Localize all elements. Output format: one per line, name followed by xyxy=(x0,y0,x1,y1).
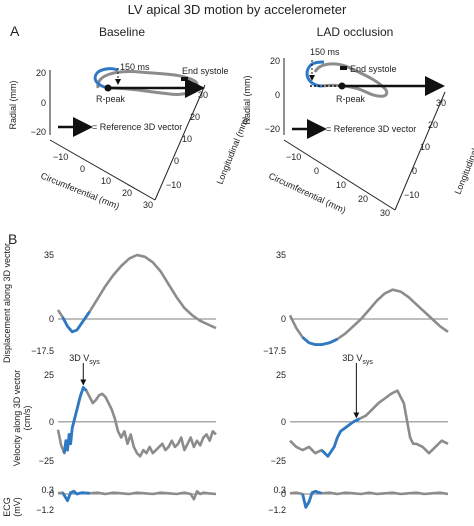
chart-velocity-baseline: 25 0 −25 3D Vsys xyxy=(39,353,217,466)
y-tick-label: 0 xyxy=(49,417,54,427)
radial-tick: 20 xyxy=(270,56,280,66)
y-tick-label: 25 xyxy=(276,370,286,380)
series-highlight xyxy=(320,417,361,458)
radial-tick: 20 xyxy=(36,68,46,78)
series-highlight xyxy=(62,386,88,454)
radial-axis-label: Radial (mm) xyxy=(242,75,252,124)
series-line xyxy=(288,288,449,346)
loop-path-gray xyxy=(313,62,389,98)
long-tick: 0 xyxy=(412,166,417,176)
y-tick-label: −1.2 xyxy=(36,505,54,515)
y-tick-label: −25 xyxy=(271,456,286,466)
series-highlight xyxy=(301,489,323,509)
y-tick-label: 0 xyxy=(281,417,286,427)
circ-axis-line xyxy=(49,139,156,201)
chart-ecg-baseline: 0.30 −1.2 xyxy=(36,485,217,515)
series-highlight xyxy=(301,336,338,347)
y-tick-label: −1.2 xyxy=(268,505,286,515)
label-rpeak: R-peak xyxy=(336,94,366,104)
circ-tick: −10 xyxy=(53,152,68,162)
legend-text: = Reference 3D vector xyxy=(92,122,182,132)
chart-ecg-lad: 0.30 −1.2 xyxy=(268,485,449,515)
loop-baseline: Baseline 20 0 −20 Radial (mm) −10 0 10 2… xyxy=(8,25,251,211)
y-tick-label: 0 xyxy=(281,314,286,324)
chart-displacement-lad: 35 0 −17.5 xyxy=(263,250,449,356)
y-tick-label: 0 xyxy=(49,314,54,324)
long-tick: 0 xyxy=(174,156,179,166)
long-axis-label: Longitudinal (mm) xyxy=(215,115,251,186)
chart-velocity-lad: 25 0 −25 3D Vsys xyxy=(271,353,449,466)
series-highlight xyxy=(61,310,91,334)
series-line xyxy=(56,253,217,334)
row-label-velocity: Velocity along 3D vector xyxy=(12,370,22,467)
label-150ms: 150 ms xyxy=(310,47,340,57)
loop-title-baseline: Baseline xyxy=(99,25,145,39)
long-axis-label: Longitudinal (mm) xyxy=(453,125,474,196)
long-tick: 10 xyxy=(182,134,192,144)
circ-tick: 0 xyxy=(80,164,85,174)
radial-tick: −20 xyxy=(265,124,280,134)
long-tick: 30 xyxy=(436,98,446,108)
row-label-ecg: ECG xyxy=(2,497,12,517)
long-axis-line xyxy=(394,91,446,211)
label-end-systole: End systole xyxy=(182,66,229,76)
long-tick: −10 xyxy=(166,180,181,190)
circ-axis-label: Circumferential (mm) xyxy=(267,171,347,216)
circ-tick: 30 xyxy=(380,208,390,218)
label-end-systole: End systole xyxy=(350,64,397,74)
long-axis-line xyxy=(154,84,206,201)
long-tick: 10 xyxy=(420,142,430,152)
end-systole-marker xyxy=(181,77,188,81)
row-label-velocity-unit: (cm/s) xyxy=(22,406,32,431)
end-systole-marker xyxy=(340,66,347,70)
y-tick-label: 0 xyxy=(49,489,54,499)
radial-tick: 0 xyxy=(41,98,46,108)
circ-tick: 30 xyxy=(143,200,153,210)
y-tick-label: −25 xyxy=(39,456,54,466)
vsys-label: 3D Vsys xyxy=(69,353,100,366)
series-highlight xyxy=(61,489,90,503)
y-tick-label: −17.5 xyxy=(31,346,54,356)
long-tick: 20 xyxy=(428,120,438,130)
circ-tick: 10 xyxy=(101,176,111,186)
panel-b-label: B xyxy=(8,231,17,247)
vsys-label: 3D Vsys xyxy=(342,353,373,366)
y-tick-label: −17.5 xyxy=(263,346,286,356)
row-label-displacement: Displacement along 3D vector xyxy=(2,243,12,363)
circ-tick: 20 xyxy=(122,188,132,198)
chart-displacement-baseline: 35 0 −17.5 xyxy=(31,250,217,356)
loop-path-blue xyxy=(93,67,119,90)
y-tick-label: 35 xyxy=(44,250,54,260)
series-line xyxy=(289,389,449,458)
loop-lad: LAD occlusion 20 0 −20 Radial (mm) −10 0… xyxy=(242,25,474,218)
panel-a-label: A xyxy=(10,23,20,39)
figure-title: LV apical 3D motion by accelerometer xyxy=(128,2,347,17)
row-label-ecg-unit: (mV) xyxy=(12,497,22,517)
y-tick-label: 35 xyxy=(276,250,286,260)
long-tick: 30 xyxy=(198,90,208,100)
label-150ms: 150 ms xyxy=(120,62,150,72)
y-tick-label: 0.3 xyxy=(273,485,286,495)
circ-tick: 10 xyxy=(336,180,346,190)
circ-axis-line xyxy=(283,139,396,211)
radial-tick: −20 xyxy=(31,127,46,137)
y-tick-label: 0 xyxy=(281,489,286,499)
circ-tick: −10 xyxy=(286,152,301,162)
loop-title-lad: LAD occlusion xyxy=(317,25,394,39)
label-rpeak: R-peak xyxy=(96,94,126,104)
long-tick: −10 xyxy=(404,190,419,200)
long-tick: 20 xyxy=(190,112,200,122)
radial-axis-label: Radial (mm) xyxy=(8,80,18,129)
circ-tick: 20 xyxy=(358,194,368,204)
radial-tick: 0 xyxy=(275,90,280,100)
y-tick-label: 0.3 xyxy=(41,485,54,495)
y-tick-label: 25 xyxy=(44,370,54,380)
circ-tick: 0 xyxy=(314,166,319,176)
legend-text: = Reference 3D vector xyxy=(326,124,416,134)
